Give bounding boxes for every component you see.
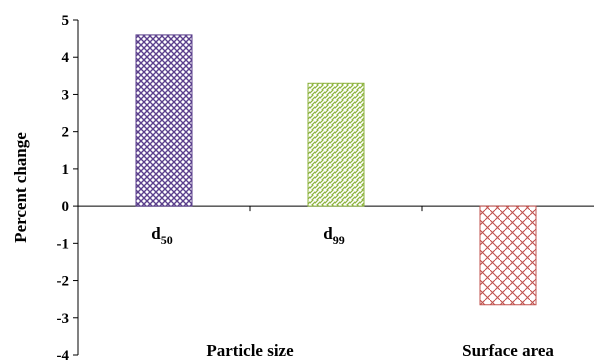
- y-tick-label: 1: [62, 162, 70, 178]
- y-tick-label: 3: [62, 87, 70, 103]
- bar-surface-area: [479, 205, 537, 306]
- y-tick-label: -1: [57, 236, 70, 252]
- y-tick-label: 0: [62, 199, 70, 215]
- category-label: d99: [323, 224, 344, 247]
- bars: [135, 34, 537, 306]
- y-tick-label: -4: [57, 348, 70, 363]
- group-label-particle-size: Particle size: [206, 341, 294, 360]
- y-axis-title: Percent change: [11, 132, 30, 243]
- labels: d50 d99 Particle size Surface area Percent c…: [11, 132, 554, 360]
- bar-d99: [307, 82, 365, 207]
- y-tick-label: -2: [57, 274, 70, 290]
- y-tick-label: 5: [62, 13, 70, 29]
- group-label-surface-area: Surface area: [462, 341, 554, 360]
- y-tick-label: 4: [62, 50, 70, 66]
- category-label: d50: [151, 224, 172, 247]
- y-tick-label: -3: [57, 311, 70, 327]
- y-tick-label: 2: [62, 125, 70, 141]
- bar-d50: [135, 34, 193, 207]
